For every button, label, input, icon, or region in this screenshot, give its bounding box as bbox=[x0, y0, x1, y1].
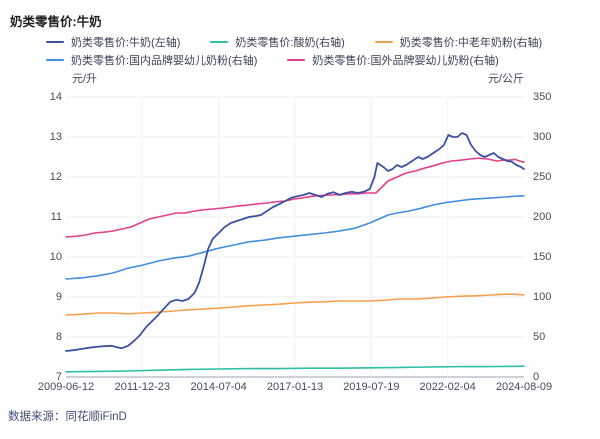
series-line bbox=[65, 195, 525, 280]
left-axis-tick: 10 bbox=[49, 251, 62, 263]
legend-color-dash bbox=[46, 58, 64, 62]
left-axis-tick: 13 bbox=[49, 131, 62, 143]
right-axis-tick: 200 bbox=[533, 211, 552, 223]
right-axis-tick: 150 bbox=[533, 251, 552, 263]
left-axis-tick: 14 bbox=[49, 91, 62, 103]
legend-color-dash bbox=[210, 40, 229, 44]
x-axis-tick: 2019-07-19 bbox=[343, 381, 400, 393]
legend-color-dash bbox=[374, 40, 393, 44]
right-axis-tick: 300 bbox=[533, 131, 552, 143]
legend-label: 奶类零售价:牛奶(左轴) bbox=[71, 37, 181, 49]
legend-label: 奶类零售价:国外品牌婴幼儿奶粉(右轴) bbox=[312, 55, 499, 67]
left-axis-tick: 8 bbox=[55, 331, 62, 343]
legend-color-dash bbox=[287, 58, 306, 62]
legend-item-0[interactable]: 奶类零售价:牛奶(左轴) bbox=[46, 34, 180, 50]
right-axis-tick: 350 bbox=[533, 91, 552, 103]
legend-label: 奶类零售价:国内品牌婴幼儿奶粉(右轴) bbox=[71, 55, 258, 67]
right-axis-tick: 50 bbox=[533, 331, 546, 343]
left-axis-tick: 11 bbox=[50, 211, 62, 223]
series-line bbox=[65, 132, 525, 352]
series-line bbox=[65, 365, 525, 373]
left-axis-unit: 元/升 bbox=[72, 73, 98, 85]
left-axis-tick: 12 bbox=[49, 171, 62, 183]
x-axis-tick: 2017-01-13 bbox=[266, 381, 324, 393]
right-axis-tick: 250 bbox=[533, 171, 552, 183]
legend-label: 奶类零售价:中老年奶粉(右轴) bbox=[399, 37, 543, 49]
legend-item-1[interactable]: 奶类零售价:酸奶(右轴) bbox=[210, 34, 345, 50]
legend-color-dash bbox=[46, 40, 64, 44]
left-axis-tick: 7 bbox=[55, 371, 62, 383]
x-axis-tick: 2024-08-09 bbox=[495, 381, 553, 393]
legend-item-3[interactable]: 奶类零售价:国内品牌婴幼儿奶粉(右轴) bbox=[46, 52, 257, 68]
series-line bbox=[65, 293, 525, 316]
chart-legend: 奶类零售价:牛奶(左轴) 奶类零售价:酸奶(右轴) 奶类零售价:中老年奶粉(右轴) … bbox=[46, 33, 566, 69]
legend-item-2[interactable]: 奶类零售价:中老年奶粉(右轴) bbox=[374, 34, 543, 50]
right-axis-tick: 100 bbox=[533, 291, 552, 303]
x-axis-tick: 2014-07-04 bbox=[190, 381, 247, 393]
legend-item-4[interactable]: 奶类零售价:国外品牌婴幼儿奶粉(右轴) bbox=[287, 52, 499, 68]
chart-title: 奶类零售价:牛奶 bbox=[10, 15, 102, 29]
legend-row-2: 奶类零售价:国内品牌婴幼儿奶粉(右轴) 奶类零售价:国外品牌婴幼儿奶粉(右轴) bbox=[46, 51, 566, 69]
data-source-note: 数据来源：同花顺iFinD bbox=[8, 411, 127, 423]
x-axis-tick: 2011-12-23 bbox=[114, 381, 171, 393]
right-axis-unit: 元/公斤 bbox=[487, 73, 524, 85]
series-line bbox=[65, 157, 525, 238]
x-axis-tick: 2022-02-04 bbox=[419, 381, 476, 393]
legend-row-1: 奶类零售价:牛奶(左轴) 奶类零售价:酸奶(右轴) 奶类零售价:中老年奶粉(右轴) bbox=[46, 33, 566, 51]
left-axis-tick: 9 bbox=[55, 291, 62, 303]
x-axis-tick: 2009-06-12 bbox=[37, 381, 95, 393]
right-axis-tick: 0 bbox=[533, 371, 540, 383]
legend-label: 奶类零售价:酸奶(右轴) bbox=[235, 37, 345, 49]
